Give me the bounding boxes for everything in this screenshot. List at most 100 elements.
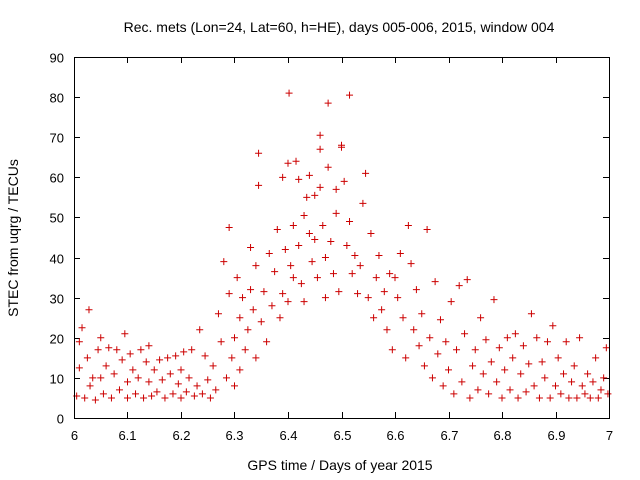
data-point — [126, 350, 134, 358]
data-point — [410, 326, 418, 334]
data-point — [549, 322, 557, 330]
data-point — [383, 326, 391, 334]
data-point — [428, 374, 436, 382]
data-point — [442, 338, 450, 346]
data-point — [412, 286, 420, 294]
data-point — [450, 390, 458, 398]
data-point — [458, 378, 466, 386]
data-point — [308, 258, 316, 266]
data-point — [228, 354, 236, 362]
data-point — [404, 221, 412, 229]
data-point — [338, 143, 345, 151]
data-point — [124, 378, 131, 386]
data-point — [316, 183, 324, 191]
data-point — [161, 394, 169, 402]
data-point — [295, 175, 303, 183]
data-point — [394, 294, 402, 302]
data-point — [214, 310, 222, 318]
data-point — [201, 352, 209, 360]
data-point — [300, 211, 308, 219]
data-point — [281, 246, 289, 254]
data-point — [594, 394, 602, 402]
data-point — [477, 314, 485, 322]
y-tick-label: 50 — [50, 211, 64, 226]
data-point — [506, 386, 514, 394]
data-point — [279, 290, 287, 298]
data-point — [324, 163, 332, 171]
x-tick-label: 6.3 — [225, 428, 243, 443]
data-point — [581, 390, 589, 398]
data-point — [560, 370, 568, 378]
data-point — [198, 390, 206, 398]
data-point — [83, 354, 91, 362]
data-point — [565, 394, 573, 402]
data-point — [316, 131, 324, 139]
y-axis-label: STEC from uqrg / TECUs — [5, 159, 21, 317]
data-point — [289, 274, 297, 282]
data-point — [380, 288, 388, 296]
data-point — [132, 390, 140, 398]
data-point — [589, 378, 597, 386]
data-point — [388, 346, 396, 354]
data-point — [268, 302, 276, 310]
data-point — [172, 352, 180, 360]
x-axis-ticks: 6 6.1 6.2 6.3 6.4 6.5 6.6 6.7 6.8 6.9 7 — [71, 57, 613, 443]
data-point — [348, 270, 356, 278]
data-point — [367, 229, 375, 237]
x-axis-label: GPS time / Days of year 2015 — [247, 457, 432, 473]
data-point — [231, 334, 238, 342]
data-point — [396, 250, 404, 258]
data-point — [316, 145, 324, 153]
data-point — [260, 288, 268, 296]
data-point — [263, 338, 271, 346]
data-point — [541, 374, 549, 382]
data-point — [75, 338, 83, 346]
data-point — [212, 386, 220, 394]
data-point — [158, 376, 166, 384]
data-point — [573, 394, 581, 402]
data-point — [285, 89, 293, 97]
data-point — [370, 314, 378, 322]
data-point — [562, 338, 570, 346]
data-point — [479, 370, 487, 378]
data-point — [276, 314, 284, 322]
y-tick-label: 90 — [50, 51, 64, 66]
data-point — [604, 390, 612, 398]
y-tick-label: 0 — [57, 412, 64, 427]
data-point — [303, 193, 311, 201]
data-point — [102, 362, 110, 370]
data-point — [107, 394, 115, 402]
data-point — [340, 177, 348, 185]
data-point — [249, 306, 257, 314]
y-tick-label: 60 — [50, 171, 64, 186]
data-point — [517, 370, 525, 378]
data-point — [297, 280, 305, 288]
data-point — [584, 370, 592, 378]
data-point — [279, 173, 287, 181]
data-point — [578, 382, 586, 390]
data-point — [217, 338, 225, 346]
data-point — [225, 290, 233, 298]
data-point — [519, 342, 527, 350]
data-point — [402, 354, 410, 362]
data-point — [140, 394, 148, 402]
data-point — [327, 238, 335, 246]
data-point — [150, 366, 158, 374]
data-point — [447, 298, 455, 306]
data-point — [236, 366, 244, 374]
data-point — [311, 191, 319, 199]
data-point — [474, 386, 482, 394]
data-point — [386, 270, 394, 278]
data-point — [319, 221, 327, 229]
x-tick-label: 6.5 — [333, 428, 351, 443]
data-point — [247, 244, 255, 252]
data-point — [324, 99, 332, 107]
data-point — [193, 382, 201, 390]
data-point — [329, 270, 337, 278]
data-point — [169, 390, 177, 398]
data-point — [530, 382, 538, 390]
data-point — [252, 354, 260, 362]
data-point — [255, 149, 263, 157]
data-point — [431, 278, 439, 286]
data-point — [372, 274, 380, 282]
